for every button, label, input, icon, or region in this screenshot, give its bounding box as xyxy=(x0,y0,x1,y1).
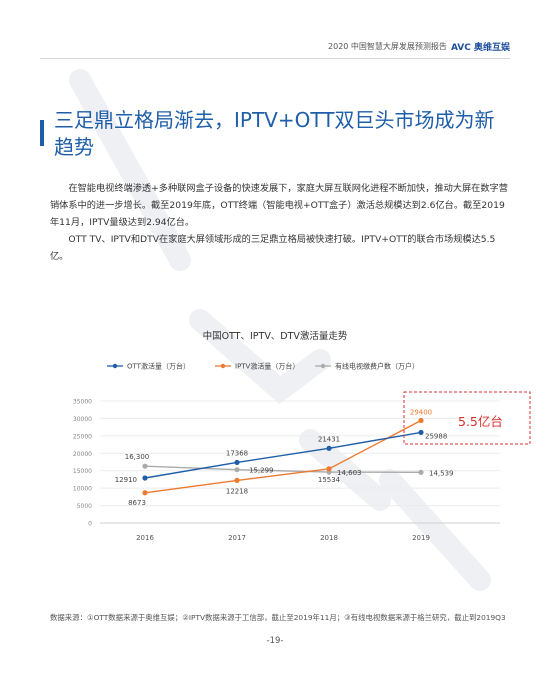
series-line xyxy=(144,465,422,474)
data-label: 14,539 xyxy=(429,469,454,477)
data-point xyxy=(142,475,148,481)
y-tick-label: 20000 xyxy=(73,451,92,458)
x-tick-label: 2018 xyxy=(320,534,338,542)
legend-marker xyxy=(320,363,326,369)
data-label: 17368 xyxy=(226,449,248,457)
legend-label: OTT激活量（万台） xyxy=(127,362,190,371)
legend-marker xyxy=(220,363,226,369)
data-label: 8673 xyxy=(128,499,146,507)
title-accent-bar xyxy=(40,120,44,146)
data-point xyxy=(418,417,424,424)
x-tick-label: 2019 xyxy=(412,534,430,542)
series-line xyxy=(144,431,422,479)
data-label: 12218 xyxy=(226,487,248,495)
brand-logo: AVC 奥维互娱 xyxy=(450,43,510,53)
data-label: 21431 xyxy=(318,435,340,443)
page-header: 2020 中国智慧大屏发展预测报告 AVC 奥维互娱 xyxy=(328,40,510,53)
header-divider xyxy=(40,58,510,59)
x-tick-label: 2016 xyxy=(136,534,154,542)
page-number: -19- xyxy=(266,636,284,646)
y-tick-label: 25000 xyxy=(73,433,92,440)
y-tick-label: 30000 xyxy=(73,416,92,423)
data-point xyxy=(234,477,240,484)
data-label: 15,299 xyxy=(249,467,274,475)
data-source-note: 数据来源：①OTT数据来源于奥维互娱；②IPTV数据来源于工信部，截止至2019… xyxy=(50,613,506,622)
legend-marker xyxy=(112,363,118,369)
legend-label: 有线电视缴费户数（万户） xyxy=(335,362,419,371)
data-label: 25988 xyxy=(425,432,447,440)
data-point xyxy=(142,463,148,469)
paragraph-1: 在智能电视终端渗透+多种联网盒子设备的快速发展下，家庭大屏互联网化进程不断加快，… xyxy=(50,183,508,228)
data-label: 15534 xyxy=(318,476,341,484)
data-label: 16,300 xyxy=(125,453,150,461)
annotation-text: 5.5亿台 xyxy=(458,414,503,429)
y-tick-label: 0 xyxy=(88,521,92,528)
highlight-box xyxy=(403,391,531,445)
y-tick-label: 35000 xyxy=(73,399,92,406)
x-tick-label: 2017 xyxy=(228,534,246,542)
data-point xyxy=(326,445,332,451)
data-point xyxy=(418,429,424,436)
data-point xyxy=(234,459,240,466)
legend-label: IPTV激活量（万台） xyxy=(235,362,299,371)
data-point xyxy=(142,490,148,496)
y-tick-label: 10000 xyxy=(73,486,92,493)
data-point xyxy=(418,469,424,475)
chart-title: 中国OTT、IPTV、DTV激活量走势 xyxy=(202,331,348,342)
data-label: 29400 xyxy=(410,409,432,417)
page-title: 三足鼎立格局渐去，IPTV+OTT双巨头市场成为新趋势 xyxy=(54,108,495,159)
data-label: 14,603 xyxy=(337,469,362,477)
paragraph-2: OTT TV、IPTV和DTV在家庭大屏领域形成的三足鼎立格局被快速打破。IPT… xyxy=(50,234,496,262)
data-point xyxy=(326,466,332,472)
y-tick-label: 5000 xyxy=(77,503,92,510)
report-title: 2020 中国智慧大屏发展预测报告 xyxy=(328,42,447,51)
data-label: 12910 xyxy=(115,476,137,484)
data-point xyxy=(234,467,240,473)
y-tick-label: 15000 xyxy=(73,468,92,475)
series-line xyxy=(144,419,422,494)
